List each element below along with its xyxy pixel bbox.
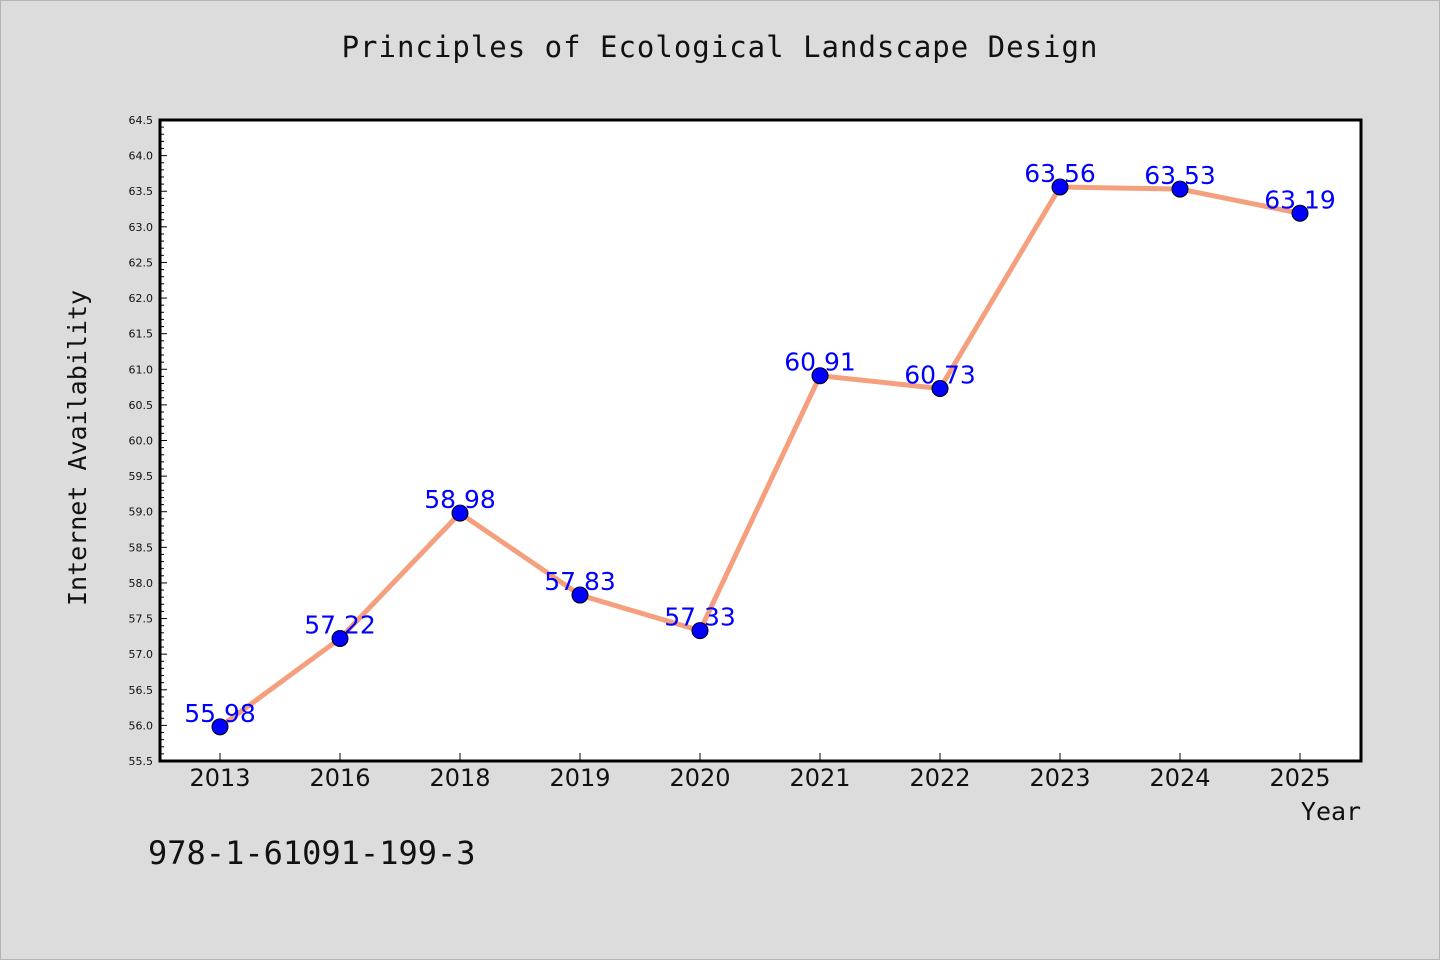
data-point [1051, 178, 1069, 196]
x-tick-label: 2023 [1029, 764, 1090, 792]
x-tick-label: 2021 [789, 764, 850, 792]
data-label: 57.83 [544, 567, 616, 596]
data-label: 58.98 [424, 485, 496, 514]
y-tick-label: 59.0 [129, 506, 154, 519]
data-label-group: 55.98 57.22 58.98 57.83 57.33 60.91 60.73 63.56… [184, 159, 1336, 728]
x-axis-title: Year [1301, 797, 1361, 826]
data-point [211, 718, 229, 736]
data-label: 60.91 [784, 348, 856, 377]
y-axis: 55.5 56.0 56.5 57.0 57.5 58.0 58.5 59.0 59.5 60.0… [129, 114, 167, 768]
data-point [1291, 204, 1309, 222]
x-tick-label: 2018 [429, 764, 490, 792]
y-tick-label: 63.5 [129, 185, 154, 198]
y-tick-label: 58.5 [129, 541, 154, 554]
isbn-text: 978-1-61091-199-3 [148, 834, 476, 872]
data-label: 63.53 [1144, 161, 1216, 190]
plot-area [158, 118, 1363, 763]
y-tick-label: 62.0 [129, 292, 154, 305]
y-tick-label: 61.0 [129, 363, 154, 376]
data-point [1171, 180, 1189, 198]
data-point [811, 367, 829, 385]
y-tick-label: 56.0 [129, 719, 154, 732]
data-point [931, 380, 949, 398]
data-point [691, 622, 709, 640]
data-point [331, 629, 349, 647]
y-tick-label: 58.0 [129, 577, 154, 590]
x-tick-label: 2016 [309, 764, 370, 792]
y-tick-label: 57.0 [129, 648, 154, 661]
series-line-group [211, 178, 1309, 736]
data-label: 57.33 [664, 603, 736, 632]
x-tick-label: 2022 [909, 764, 970, 792]
y-tick-label: 62.5 [129, 256, 154, 269]
series-line [217, 184, 1303, 730]
x-tick-label: 2025 [1269, 764, 1330, 792]
y-tick-label: 59.5 [129, 470, 154, 483]
y-tick-label: 61.5 [129, 328, 154, 341]
x-tick-label: 2020 [669, 764, 730, 792]
y-tick-label: 64.0 [129, 150, 154, 163]
y-axis-title: Internet Availability [63, 290, 92, 606]
data-label: 57.22 [304, 610, 376, 639]
x-axis: 2013 2016 2018 2019 2020 2021 2022 2023 2024 2025 [189, 753, 1331, 792]
chart-title: Principles of Ecological Landscape Desig… [341, 30, 1099, 64]
data-point [571, 586, 589, 604]
data-label: 63.56 [1024, 159, 1096, 188]
y-tick-label: 63.0 [129, 221, 154, 234]
y-tick-label: 55.5 [129, 755, 154, 768]
x-tick-label: 2013 [189, 764, 250, 792]
y-tick-label: 60.5 [129, 399, 154, 412]
y-tick-label: 64.5 [129, 114, 154, 127]
x-tick-label: 2019 [549, 764, 610, 792]
y-tick-label: 60.0 [129, 435, 154, 448]
data-point [451, 504, 469, 522]
data-label: 60.73 [904, 361, 976, 390]
y-tick-label: 57.5 [129, 613, 154, 626]
x-tick-label: 2024 [1149, 764, 1210, 792]
data-label: 63.19 [1264, 185, 1336, 214]
y-tick-label: 56.5 [129, 684, 154, 697]
data-label: 55.98 [184, 699, 256, 728]
